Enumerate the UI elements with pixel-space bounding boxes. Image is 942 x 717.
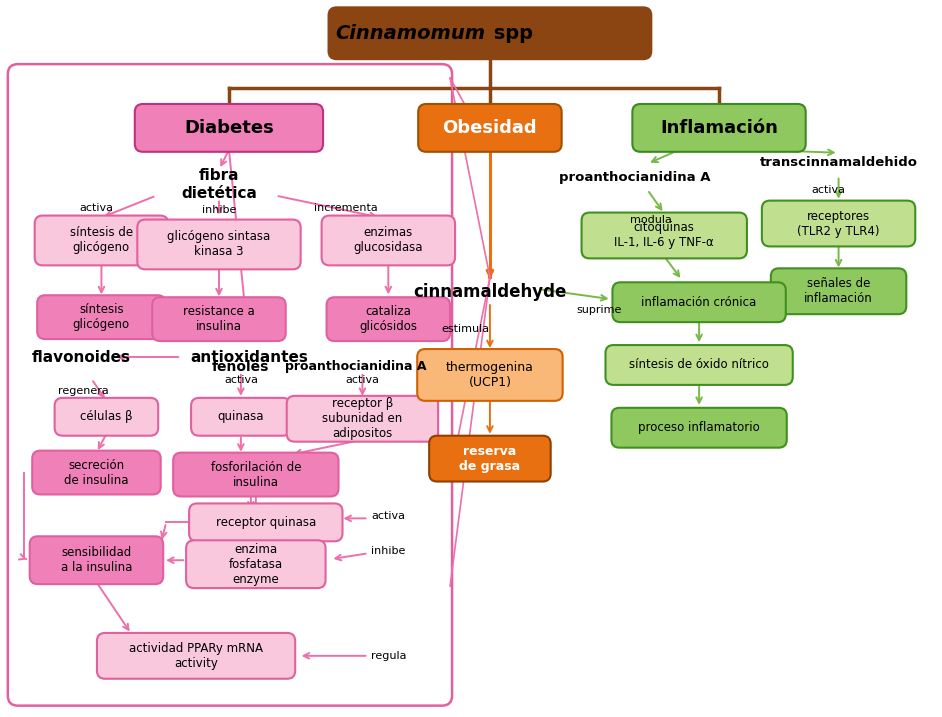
FancyBboxPatch shape <box>37 295 166 339</box>
Text: activa: activa <box>346 375 380 385</box>
FancyBboxPatch shape <box>606 345 793 385</box>
Text: antioxidantes: antioxidantes <box>190 349 308 364</box>
Text: resistance a
insulina: resistance a insulina <box>183 305 255 333</box>
FancyBboxPatch shape <box>329 7 651 60</box>
FancyBboxPatch shape <box>55 398 158 436</box>
FancyBboxPatch shape <box>97 633 295 679</box>
Text: cataliza
glicósidos: cataliza glicósidos <box>359 305 417 333</box>
Text: modula: modula <box>630 214 673 224</box>
FancyBboxPatch shape <box>35 216 169 265</box>
FancyBboxPatch shape <box>138 219 300 270</box>
Text: citoquinas
IL-1, IL-6 y TNF-α: citoquinas IL-1, IL-6 y TNF-α <box>614 222 714 250</box>
Text: síntesis de óxido nítrico: síntesis de óxido nítrico <box>629 358 769 371</box>
Text: glicógeno sintasa
kinasa 3: glicógeno sintasa kinasa 3 <box>168 230 270 258</box>
Text: proceso inflamatorio: proceso inflamatorio <box>639 421 760 435</box>
FancyBboxPatch shape <box>771 268 906 314</box>
Text: fenoles: fenoles <box>212 360 269 374</box>
Text: activa: activa <box>224 375 258 385</box>
FancyBboxPatch shape <box>173 452 338 496</box>
Text: spp: spp <box>487 24 533 43</box>
Text: cinnamaldehyde: cinnamaldehyde <box>414 283 567 301</box>
FancyBboxPatch shape <box>430 436 551 482</box>
FancyBboxPatch shape <box>135 104 323 152</box>
FancyBboxPatch shape <box>187 541 326 588</box>
Text: proanthocianidina A: proanthocianidina A <box>559 171 710 184</box>
Text: flavonoides: flavonoides <box>32 349 131 364</box>
Text: fosforilación de
insulina: fosforilación de insulina <box>211 460 301 488</box>
Text: regula: regula <box>370 651 406 661</box>
Text: suprime: suprime <box>577 305 622 315</box>
Text: Cinnamomum: Cinnamomum <box>334 24 485 43</box>
Text: síntesis
glicógeno: síntesis glicógeno <box>73 303 130 331</box>
Text: proanthocianidina A: proanthocianidina A <box>284 361 426 374</box>
Text: transcinnamaldehido: transcinnamaldehido <box>759 156 918 169</box>
Text: reserva
de grasa: reserva de grasa <box>460 445 521 473</box>
Text: quinasa: quinasa <box>218 410 264 423</box>
FancyBboxPatch shape <box>762 201 916 247</box>
Text: estimula: estimula <box>441 324 489 334</box>
FancyBboxPatch shape <box>30 536 163 584</box>
Text: Inflamación: Inflamación <box>660 119 778 137</box>
Text: enzimas
glucosidasa: enzimas glucosidasa <box>353 227 423 255</box>
FancyBboxPatch shape <box>191 398 291 436</box>
FancyBboxPatch shape <box>581 212 747 258</box>
Text: inhibe: inhibe <box>371 546 405 556</box>
Text: síntesis de
glicógeno: síntesis de glicógeno <box>70 227 133 255</box>
FancyBboxPatch shape <box>417 349 562 401</box>
Text: thermogenina
(UCP1): thermogenina (UCP1) <box>446 361 534 389</box>
Text: sensibilidad
a la insulina: sensibilidad a la insulina <box>61 546 132 574</box>
Text: activa: activa <box>79 203 113 212</box>
Text: enzima
fosfatasa
enzyme: enzima fosfatasa enzyme <box>229 543 283 586</box>
Text: actividad PPARy mRNA
activity: actividad PPARy mRNA activity <box>129 642 263 670</box>
Text: Obesidad: Obesidad <box>443 119 537 137</box>
Text: señales de
inflamación: señales de inflamación <box>804 277 873 305</box>
FancyBboxPatch shape <box>611 408 787 447</box>
FancyBboxPatch shape <box>321 216 455 265</box>
FancyBboxPatch shape <box>632 104 805 152</box>
Text: receptor β
subunidad en
adipositos: receptor β subunidad en adipositos <box>322 397 402 440</box>
FancyBboxPatch shape <box>327 298 450 341</box>
FancyBboxPatch shape <box>612 282 786 322</box>
Text: células β: células β <box>80 410 133 423</box>
FancyBboxPatch shape <box>418 104 561 152</box>
Text: incrementa: incrementa <box>314 203 378 212</box>
Text: fibra
dietética: fibra dietética <box>181 168 257 201</box>
FancyBboxPatch shape <box>32 451 161 495</box>
FancyBboxPatch shape <box>189 503 343 541</box>
Text: activa: activa <box>812 185 846 194</box>
FancyBboxPatch shape <box>286 396 438 442</box>
Text: inhibe: inhibe <box>202 204 236 214</box>
Text: activa: activa <box>371 511 405 521</box>
Text: receptores
(TLR2 y TLR4): receptores (TLR2 y TLR4) <box>797 209 880 237</box>
FancyBboxPatch shape <box>153 298 285 341</box>
Text: regenera: regenera <box>58 386 109 396</box>
Text: secreción
de insulina: secreción de insulina <box>64 459 129 487</box>
Text: Diabetes: Diabetes <box>184 119 274 137</box>
Text: inflamación crónica: inflamación crónica <box>642 295 756 309</box>
Text: receptor quinasa: receptor quinasa <box>216 516 316 529</box>
